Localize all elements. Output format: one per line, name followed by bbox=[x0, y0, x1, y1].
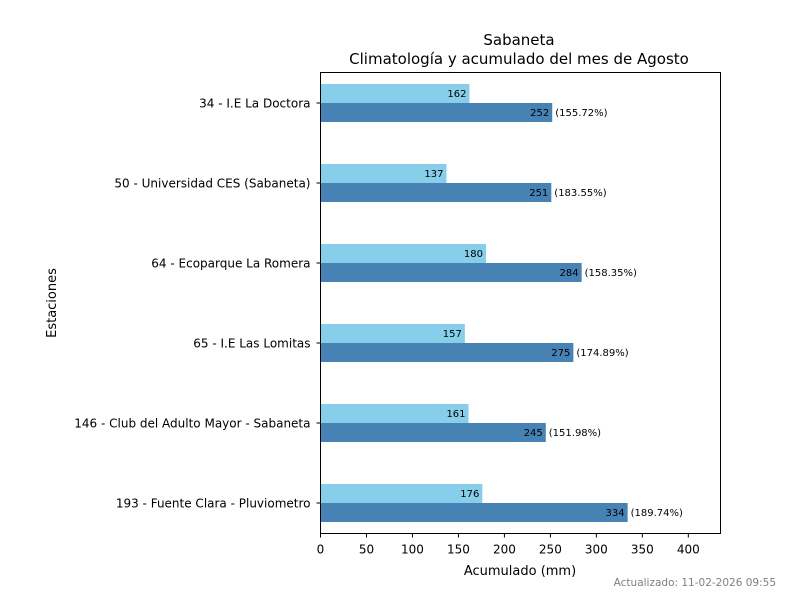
x-tick-label: 300 bbox=[585, 543, 608, 557]
chart-title: Sabaneta bbox=[483, 31, 554, 49]
bar-value-climatologia: 161 bbox=[446, 409, 465, 420]
bar-value-acumulado: 245 bbox=[524, 428, 543, 439]
x-tick-label: 100 bbox=[401, 543, 424, 557]
bar-climatologia bbox=[320, 164, 447, 183]
bar-acumulado bbox=[320, 263, 582, 282]
bar-climatologia bbox=[320, 404, 469, 423]
bar-value-acumulado: 252 bbox=[530, 108, 549, 119]
x-tick-label: 200 bbox=[493, 543, 516, 557]
y-tick-label: 146 - Club del Adulto Mayor - Sabaneta bbox=[74, 417, 310, 431]
category-ticks: 34 - I.E La Doctora 50 - Universidad CES … bbox=[74, 97, 321, 511]
bar-climatologia bbox=[320, 324, 465, 343]
bar-percent-label: (174.89%) bbox=[576, 348, 628, 359]
bar-value-acumulado: 251 bbox=[529, 188, 548, 199]
bar-climatologia bbox=[320, 84, 470, 103]
bar-value-climatologia: 162 bbox=[447, 89, 466, 100]
x-tick-label: 50 bbox=[359, 543, 374, 557]
y-tick-label: 65 - I.E Las Lomitas bbox=[193, 337, 310, 351]
chart-subtitle: Climatología y acumulado del mes de Agos… bbox=[349, 50, 689, 68]
x-tick-label: 350 bbox=[631, 543, 654, 557]
bar-acumulado bbox=[320, 103, 553, 122]
bar-climatologia bbox=[320, 484, 483, 503]
x-axis-ticks: 0 50 100 150 200 250 300 350 400 bbox=[317, 533, 700, 557]
x-tick-label: 250 bbox=[539, 543, 562, 557]
y-tick-label: 50 - Universidad CES (Sabaneta) bbox=[114, 177, 310, 191]
updated-timestamp: Actualizado: 11-02-2026 09:55 bbox=[614, 577, 776, 589]
bar-acumulado bbox=[320, 503, 628, 522]
x-tick-label: 150 bbox=[447, 543, 470, 557]
bar-value-climatologia: 157 bbox=[443, 329, 462, 340]
bar-percent-label: (183.55%) bbox=[554, 188, 606, 199]
bar-acumulado bbox=[320, 423, 546, 442]
bar-value-climatologia: 137 bbox=[424, 169, 443, 180]
bar-value-acumulado: 275 bbox=[551, 348, 570, 359]
plot-frame bbox=[320, 72, 721, 534]
x-tick-label: 400 bbox=[677, 543, 700, 557]
x-tick-label: 0 bbox=[317, 543, 325, 557]
bar-value-climatologia: 180 bbox=[464, 249, 483, 260]
bar-acumulado bbox=[320, 343, 574, 362]
y-axis-label: Estaciones bbox=[45, 268, 60, 338]
bar-value-acumulado: 284 bbox=[560, 268, 579, 279]
bar-acumulado bbox=[320, 183, 552, 202]
bar-percent-label: (189.74%) bbox=[631, 508, 683, 519]
x-axis-label: Acumulado (mm) bbox=[464, 564, 576, 579]
bar-percent-label: (155.72%) bbox=[555, 108, 607, 119]
bar-value-climatologia: 176 bbox=[460, 489, 479, 500]
bar-value-acumulado: 334 bbox=[606, 508, 625, 519]
bars-group: 162 252 (155.72%) 137 251 (183.55%) 180 284 (158… bbox=[320, 84, 683, 522]
bar-climatologia bbox=[320, 244, 487, 263]
y-tick-label: 34 - I.E La Doctora bbox=[199, 97, 310, 111]
y-tick-label: 193 - Fuente Clara - Pluviometro bbox=[116, 497, 311, 511]
bar-percent-label: (158.35%) bbox=[585, 268, 637, 279]
bar-percent-label: (151.98%) bbox=[549, 428, 601, 439]
y-tick-label: 64 - Ecoparque La Romera bbox=[151, 257, 310, 271]
